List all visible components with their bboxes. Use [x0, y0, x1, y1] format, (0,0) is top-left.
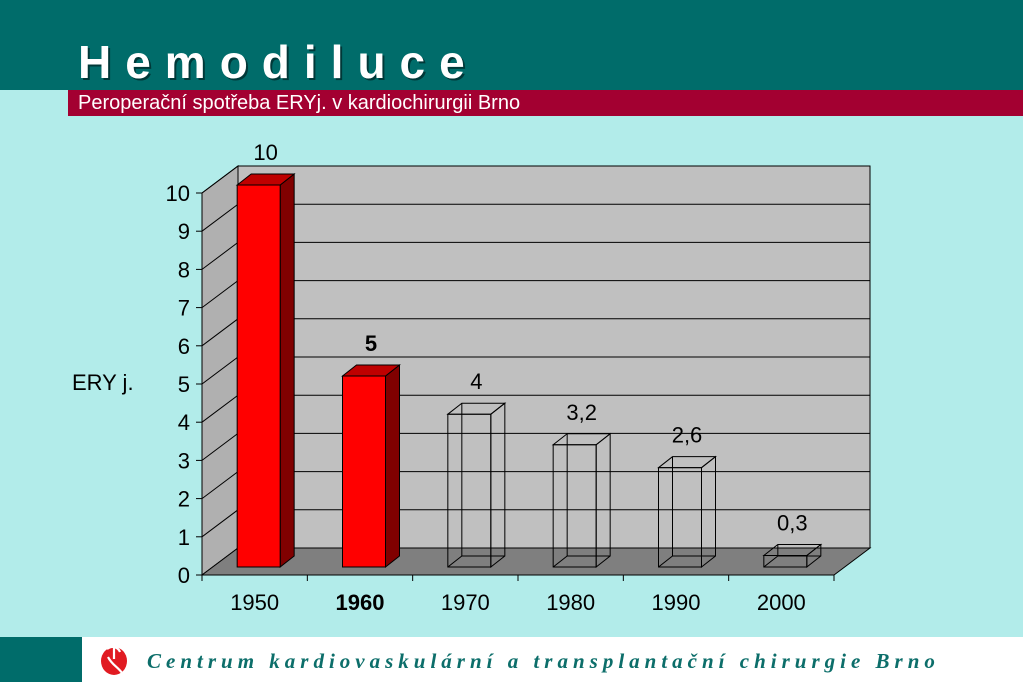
footer-band: [82, 637, 1023, 682]
bar-1980: [552, 444, 597, 568]
bar-1970: [447, 413, 492, 568]
y-axis-label: ERY j.: [72, 370, 134, 395]
y-tick-label: 8: [178, 257, 190, 282]
y-tick-label: 3: [178, 448, 190, 473]
footer-text: Centrum kardiovaskulární a transplantačn…: [147, 649, 940, 673]
y-tick-label: 6: [178, 334, 190, 359]
bar-2000: [763, 555, 808, 568]
y-tick-label: 10: [166, 181, 190, 206]
data-label-1960: 5: [365, 331, 377, 356]
bar-1990: [658, 467, 702, 568]
data-label-1970: 4: [470, 369, 482, 394]
header-bar: [0, 0, 1023, 90]
bar-side-1950: [279, 172, 295, 569]
plot-floor: [200, 547, 872, 576]
y-tick-label: 1: [178, 525, 190, 550]
data-label-1990: 2,6: [672, 423, 703, 448]
y-tick-label: 2: [178, 487, 190, 512]
gridline: [201, 165, 870, 194]
bar-1950: [236, 184, 281, 568]
data-label-1980: 3,2: [566, 400, 597, 425]
page-title: Hemodiluce: [78, 36, 479, 88]
footer-block: [0, 637, 82, 682]
y-tick-label: 0: [178, 563, 190, 588]
heart-logo-icon: [101, 645, 127, 675]
x-tick-label-1980: 1980: [546, 590, 595, 615]
x-tick-label-1990: 1990: [652, 590, 701, 615]
y-tick-label: 5: [178, 372, 190, 397]
bar-side-1960: [385, 363, 400, 569]
y-tick-label: 9: [178, 219, 190, 244]
x-tick-label-1950: 1950: [230, 590, 279, 615]
x-tick-label-2000: 2000: [757, 590, 806, 615]
data-label-2000: 0,3: [777, 511, 808, 536]
x-tick-label-1960: 1960: [336, 590, 385, 615]
data-label-1950: 10: [253, 140, 277, 165]
y-tick-label: 4: [178, 410, 190, 435]
page-subtitle: Peroperační spotřeba ERYj. v kardiochiru…: [78, 92, 521, 114]
subtitle-bar: [68, 90, 1023, 116]
y-tick-label: 7: [178, 296, 190, 321]
bar-chart: 0 1 2 3 4 5 6 7 8 9 10 10 1950 5 1960 4 1970 3,2 1980 2,6 19…: [166, 140, 872, 615]
bar-1960: [342, 375, 386, 568]
x-tick-label-1970: 1970: [441, 590, 490, 615]
